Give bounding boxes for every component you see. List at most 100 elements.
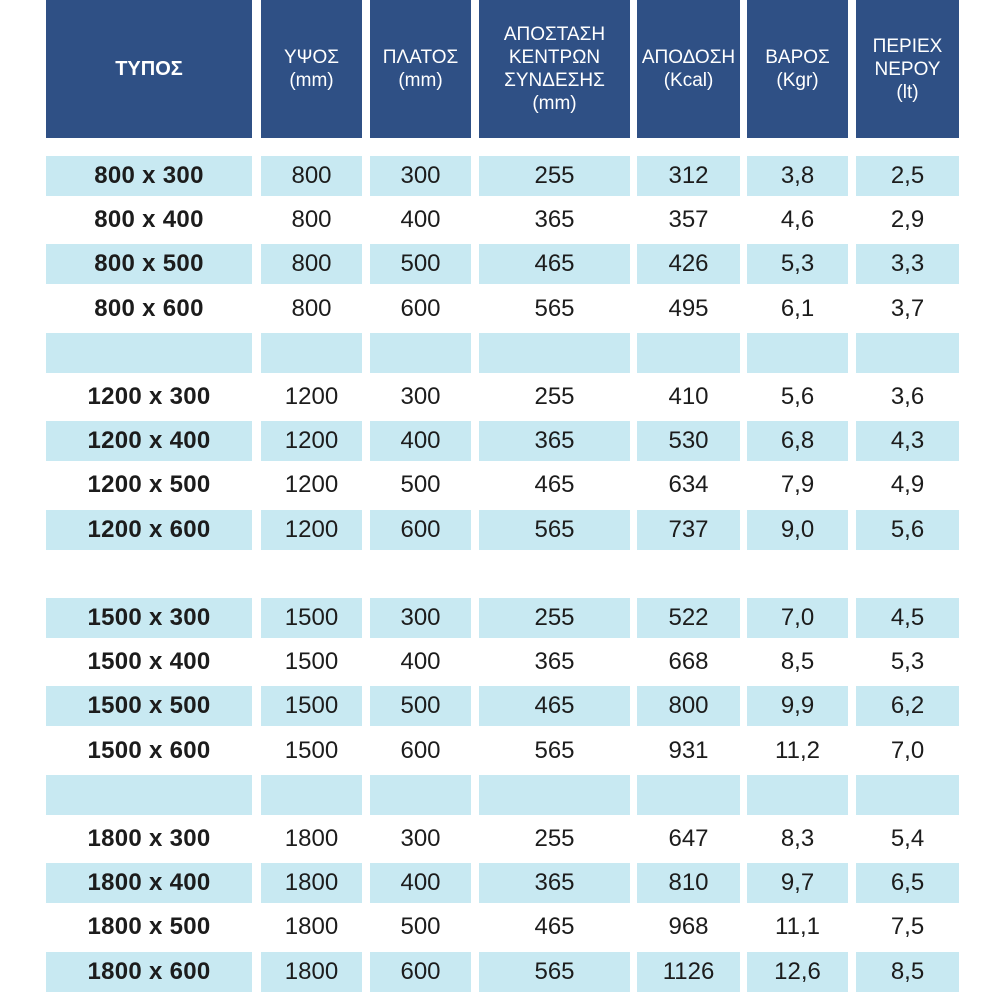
cell-height: 800 xyxy=(291,294,332,322)
cell-weight: 6,8 xyxy=(747,421,848,462)
cell-height: 1500 xyxy=(261,686,362,727)
cell-weight: 3,8 xyxy=(747,156,848,196)
cell-connection-distance: 465 xyxy=(534,471,575,499)
cell-type xyxy=(46,554,252,594)
cell-output: 495 xyxy=(668,294,709,322)
cell-connection-distance xyxy=(479,554,630,594)
column-header-weight: ΒΑΡΟΣ (Kgr) xyxy=(747,0,848,138)
cell-connection-distance: 365 xyxy=(479,863,630,904)
cell-weight: 7,0 xyxy=(747,598,848,638)
cell-width: 600 xyxy=(370,509,471,550)
cell-water-content: 6,2 xyxy=(856,686,959,727)
cell-type: 1500 x 600 xyxy=(87,736,211,764)
cell-output: 522 xyxy=(637,598,740,638)
cell-type: 1200 x 600 xyxy=(46,509,252,550)
cell-width xyxy=(370,332,471,373)
cell-output: 647 xyxy=(668,825,709,852)
cell-water-content xyxy=(856,774,959,815)
cell-width: 400 xyxy=(370,863,471,904)
cell-connection-distance xyxy=(479,774,630,815)
cell-width: 500 xyxy=(400,471,441,499)
cell-weight xyxy=(747,774,848,815)
cell-output: 357 xyxy=(668,206,709,234)
cell-type xyxy=(46,332,252,373)
cell-height: 1200 xyxy=(284,471,339,499)
column-header-type: ΤΥΠΟΣ xyxy=(46,0,252,138)
cell-height: 1800 xyxy=(284,913,339,941)
cell-height: 1800 xyxy=(261,863,362,904)
cell-width: 500 xyxy=(400,913,441,941)
cell-output: 410 xyxy=(668,383,709,410)
cell-height: 800 xyxy=(261,156,362,196)
cell-height: 1500 xyxy=(284,736,339,764)
cell-connection-distance: 365 xyxy=(479,421,630,462)
cell-height: 1200 xyxy=(261,509,362,550)
cell-connection-distance: 365 xyxy=(534,648,575,676)
cell-width: 400 xyxy=(400,648,441,676)
cell-water-content: 4,5 xyxy=(856,598,959,638)
cell-weight: 6,1 xyxy=(780,294,815,322)
cell-height: 1800 xyxy=(284,825,339,852)
cell-connection-distance: 565 xyxy=(534,736,575,764)
cell-water-content: 5,6 xyxy=(856,509,959,550)
column-header-width: ΠΛΑΤΟΣ (mm) xyxy=(370,0,471,138)
cell-width: 300 xyxy=(370,598,471,638)
cell-output: 1126 xyxy=(637,951,740,992)
cell-output xyxy=(637,554,740,594)
cell-type: 1800 x 500 xyxy=(87,913,211,941)
cell-connection-distance: 565 xyxy=(479,951,630,992)
cell-type: 800 x 400 xyxy=(94,206,204,234)
cell-output: 931 xyxy=(668,736,709,764)
cell-height: 1500 xyxy=(284,648,339,676)
column-header-output: ΑΠΟΔΟΣΗ (Kcal) xyxy=(637,0,740,138)
cell-height: 1800 xyxy=(261,951,362,992)
cell-weight: 11,1 xyxy=(775,913,820,941)
cell-water-content: 3,3 xyxy=(856,244,959,285)
cell-water-content: 3,7 xyxy=(890,294,925,322)
cell-water-content: 5,3 xyxy=(890,648,925,676)
cell-weight: 9,9 xyxy=(747,686,848,727)
cell-connection-distance: 255 xyxy=(534,383,575,410)
cell-width: 500 xyxy=(370,686,471,727)
cell-height: 1200 xyxy=(284,383,339,410)
cell-type: 1800 x 600 xyxy=(46,951,252,992)
cell-output: 737 xyxy=(637,509,740,550)
cell-weight: 9,7 xyxy=(747,863,848,904)
cell-weight: 7,9 xyxy=(780,471,815,499)
cell-output: 530 xyxy=(637,421,740,462)
cell-width: 500 xyxy=(370,244,471,285)
cell-water-content: 7,0 xyxy=(890,736,925,764)
cell-width: 300 xyxy=(370,156,471,196)
column-header-water-content: ΠΕΡΙΕΧ ΝΕΡΟΥ (lt) xyxy=(856,0,959,138)
cell-width: 300 xyxy=(400,383,441,410)
cell-output: 312 xyxy=(637,156,740,196)
cell-height xyxy=(261,774,362,815)
cell-water-content: 4,3 xyxy=(856,421,959,462)
cell-water-content: 2,5 xyxy=(856,156,959,196)
cell-output: 800 xyxy=(637,686,740,727)
cell-type: 1500 x 500 xyxy=(46,686,252,727)
cell-type: 800 x 300 xyxy=(46,156,252,196)
cell-type: 1800 x 400 xyxy=(46,863,252,904)
cell-connection-distance: 255 xyxy=(479,598,630,638)
cell-output xyxy=(637,774,740,815)
cell-water-content xyxy=(856,332,959,373)
cell-type: 1800 x 300 xyxy=(87,825,211,852)
cell-weight: 4,6 xyxy=(780,206,815,234)
cell-width: 400 xyxy=(370,421,471,462)
cell-connection-distance: 255 xyxy=(534,825,575,852)
column-header-connection-distance: ΑΠΟΣΤΑΣΗ ΚΕΝΤΡΩΝ ΣΥΝΔΕΣΗΣ (mm) xyxy=(479,0,630,138)
cell-connection-distance: 365 xyxy=(534,206,575,234)
cell-type: 1500 x 300 xyxy=(46,598,252,638)
cell-height xyxy=(261,554,362,594)
cell-height: 1200 xyxy=(261,421,362,462)
cell-width: 600 xyxy=(400,736,441,764)
cell-weight: 8,3 xyxy=(780,825,815,852)
cell-width: 600 xyxy=(400,294,441,322)
cell-width xyxy=(370,554,471,594)
cell-weight: 9,0 xyxy=(747,509,848,550)
cell-output: 668 xyxy=(668,648,709,676)
cell-width: 400 xyxy=(400,206,441,234)
cell-type: 1200 x 400 xyxy=(46,421,252,462)
